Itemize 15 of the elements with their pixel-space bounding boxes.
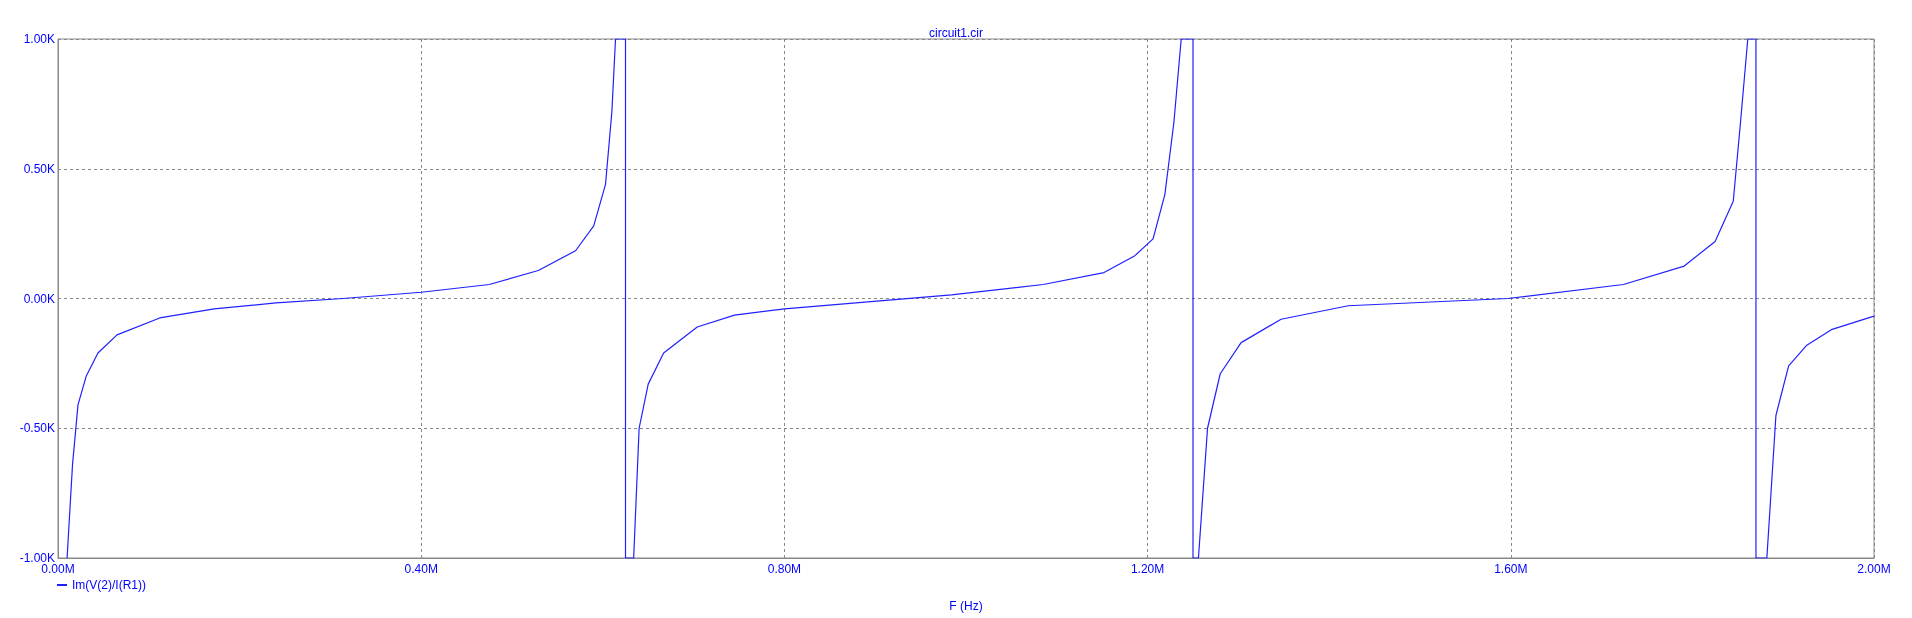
y-tick-label: 0.00K — [23, 291, 55, 306]
x-tick-label: 1.20M — [1130, 562, 1165, 576]
x-tick-label: 1.60M — [1494, 562, 1528, 576]
y-tick-label: -1.00K — [19, 551, 55, 565]
x-tick-label: 0.80M — [767, 562, 802, 576]
line-series — [66, 38, 1875, 559]
legend-label: Im(V(2)/I(R1)) — [72, 578, 146, 592]
chart-title: circuit1.cir — [928, 26, 984, 40]
y-tick-label: 0.50K — [23, 161, 55, 176]
x-tick-label: 0.40M — [404, 562, 438, 576]
x-tick-label: 2.00M — [1857, 562, 1891, 576]
y-tick-label: 1.00K — [23, 32, 55, 46]
y-tick-label: -0.50K — [19, 421, 55, 436]
x-tick-label: 0.00M — [41, 562, 75, 576]
x-axis-title: F (Hz) — [949, 599, 983, 613]
